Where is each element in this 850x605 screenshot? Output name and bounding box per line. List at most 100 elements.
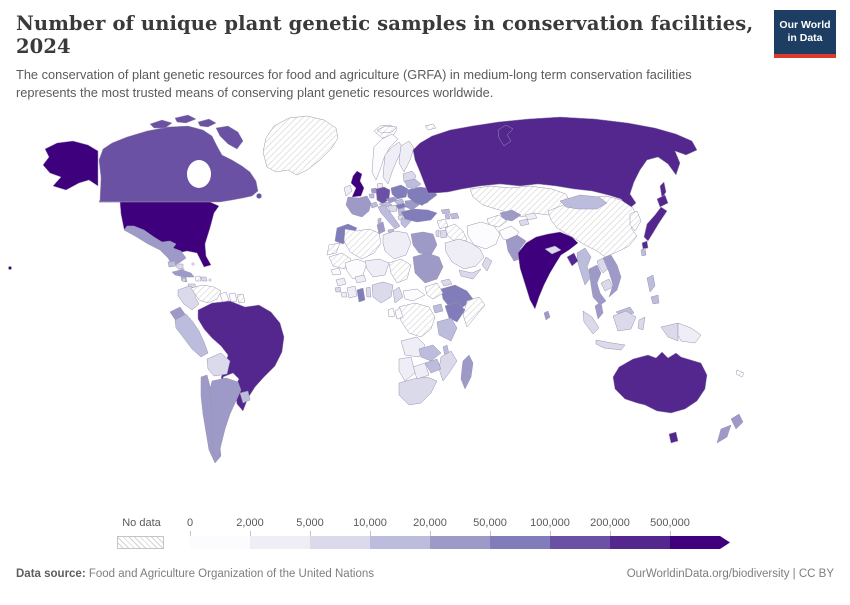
country-burkina-faso[interactable] [354,274,367,284]
country-liberia[interactable] [340,291,348,298]
legend-bin-5[interactable] [490,536,550,549]
country-jordan[interactable] [439,229,448,239]
country-zimbabwe[interactable] [424,358,442,374]
country-saudi-arabia[interactable] [444,238,485,270]
country-united-states-hawaii[interactable] [8,266,12,270]
country-congo[interactable] [394,307,404,320]
country-canada-islands[interactable] [149,114,244,150]
country-finland[interactable] [398,140,415,173]
country-madagascar[interactable] [460,354,474,390]
country-guatemala[interactable] [167,260,177,268]
country-oman[interactable] [481,256,493,272]
country-sierra-leone[interactable] [334,286,342,293]
country-malaysia[interactable] [594,301,604,320]
country-venezuela[interactable] [190,284,222,304]
country-puerto-rico[interactable] [208,278,212,282]
country-bangladesh[interactable] [566,252,579,267]
country-sweden[interactable] [382,141,404,185]
country-honduras[interactable] [175,263,184,270]
country-vietnam[interactable] [602,254,622,298]
country-western-sahara[interactable] [326,242,341,256]
country-korea[interactable] [629,210,642,232]
country-uganda[interactable] [432,303,444,314]
country-suriname[interactable] [228,292,238,303]
legend-no-data-swatch[interactable] [117,536,164,549]
country-belarus[interactable] [404,178,422,190]
country-australia[interactable] [612,351,708,444]
legend-bin-8[interactable] [670,536,730,549]
legend-bin-2[interactable] [310,536,370,549]
country-namibia[interactable] [398,356,416,382]
legend-bin-6[interactable] [550,536,610,549]
country-japan[interactable] [641,194,669,250]
country-georgia[interactable] [440,208,451,215]
country-canada[interactable] [98,125,259,203]
country-croatia[interactable] [387,204,398,213]
country-norway[interactable] [371,133,399,181]
country-jamaica[interactable] [182,278,186,282]
country-indonesia[interactable] [582,310,679,351]
country-senegal[interactable] [330,267,342,276]
country-dominican-republic[interactable] [200,276,208,282]
country-united-kingdom[interactable] [350,170,365,198]
country-united-states-alaska[interactable] [42,140,99,191]
country-haiti[interactable] [194,275,202,282]
country-franz-josef-land[interactable] [424,123,437,131]
country-iraq[interactable] [444,223,468,244]
country-new-zealand[interactable] [716,413,744,444]
attribution-link[interactable]: OurWorldinData.org/biodiversity | CC BY [626,568,834,580]
country-sri-lanka[interactable] [543,310,551,321]
country-dr-congo[interactable] [398,302,436,338]
country-central-african-republic[interactable] [402,288,426,302]
legend-bin-0[interactable] [190,536,250,549]
country-algeria[interactable] [343,228,382,260]
country-kenya[interactable] [444,301,466,323]
country-syria[interactable] [436,218,449,230]
country-philippines[interactable] [646,274,660,305]
legend-bin-3[interactable] [370,536,430,549]
country-svalbard[interactable] [376,125,398,134]
country-greenland[interactable] [262,115,339,176]
country-cuba[interactable] [171,269,195,278]
country-turkey[interactable] [400,208,438,223]
country-peru[interactable] [174,313,209,358]
country-egypt[interactable] [410,231,438,256]
country-ireland[interactable] [343,184,353,197]
legend-bin-4[interactable] [430,536,490,549]
country-azerbaijan[interactable] [449,212,460,220]
country-french-guiana[interactable] [236,293,246,304]
country-cote-divoire[interactable] [346,285,358,299]
legend-bin-7[interactable] [610,536,670,549]
country-south-sudan[interactable] [424,282,444,300]
country-guyana[interactable] [219,291,230,304]
country-laos[interactable] [596,257,610,274]
country-yemen[interactable] [458,268,482,280]
country-tajikistan[interactable] [518,218,530,227]
country-eritrea[interactable] [440,278,453,287]
country-cambodia[interactable] [600,278,614,292]
country-israel[interactable] [435,229,440,238]
country-kyrgyzstan[interactable] [524,212,538,221]
country-bolivia[interactable] [206,352,231,377]
country-canada-newfoundland[interactable] [256,193,262,199]
country-iran[interactable] [466,221,501,250]
country-belgium[interactable] [368,193,375,199]
country-myanmar[interactable] [576,247,592,286]
country-guinea[interactable] [335,277,347,287]
country-ecuador[interactable] [169,306,186,322]
legend-bin-1[interactable] [250,536,310,549]
country-bahamas[interactable] [191,262,195,266]
country-turkmenistan[interactable] [486,214,508,228]
country-new-caledonia[interactable] [735,369,745,378]
country-botswana[interactable] [412,362,430,380]
country-russia[interactable] [412,116,698,210]
country-poland[interactable] [390,184,409,200]
country-nepal[interactable] [544,245,562,255]
country-gabon[interactable] [387,307,396,318]
country-libya[interactable] [382,230,412,260]
country-tunisia[interactable] [376,221,386,235]
country-india[interactable] [517,231,579,310]
country-argentina[interactable] [209,377,242,460]
country-mexico[interactable] [123,225,187,266]
country-south-africa[interactable] [398,376,438,406]
